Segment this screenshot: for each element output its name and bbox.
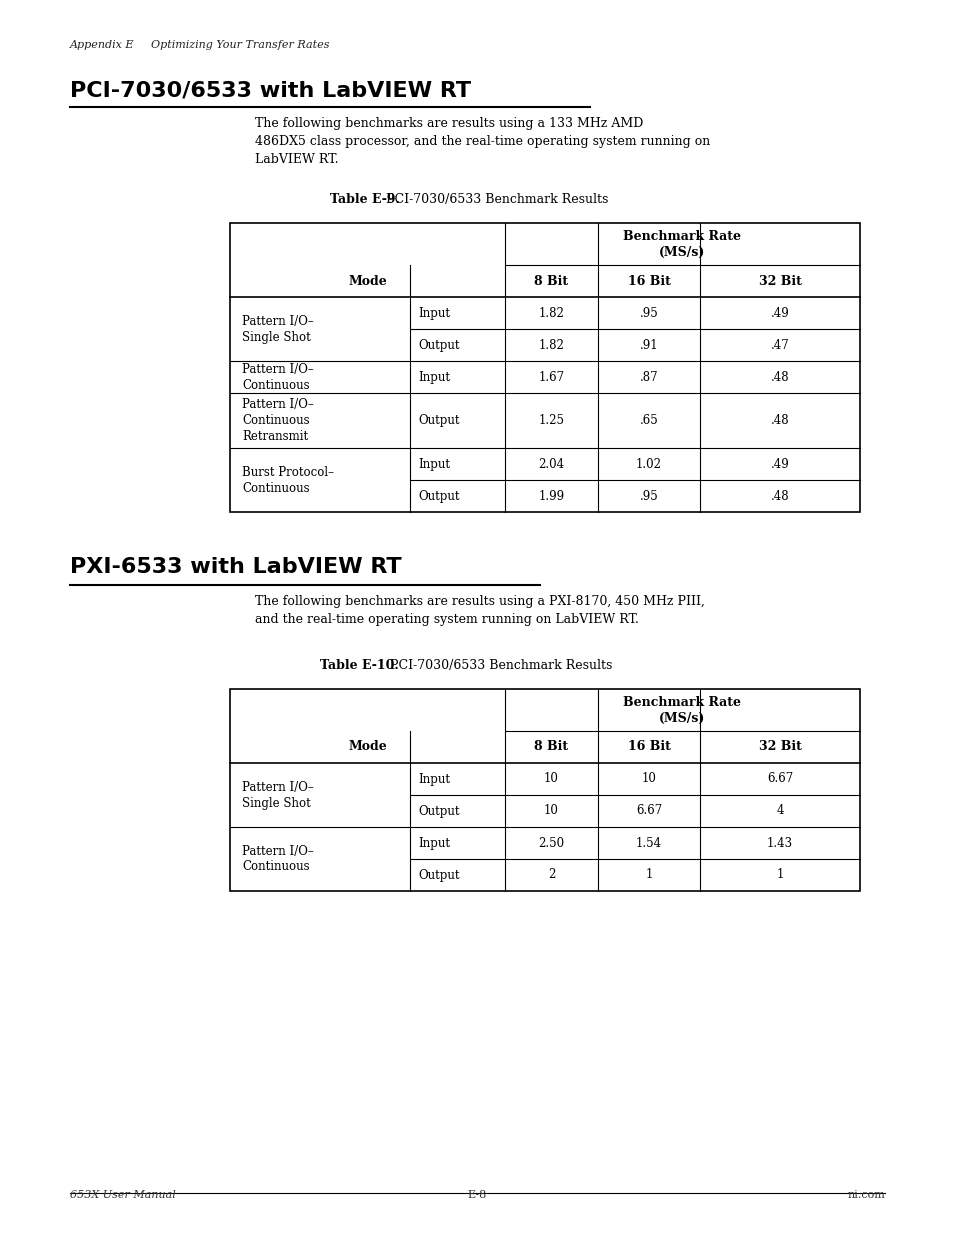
Text: .95: .95 <box>639 306 658 320</box>
Text: The following benchmarks are results using a PXI-8170, 450 MHz PIII,
and the rea: The following benchmarks are results usi… <box>254 595 704 626</box>
Text: PCI-7030/6533 Benchmark Results: PCI-7030/6533 Benchmark Results <box>377 193 608 206</box>
Text: 8 Bit: 8 Bit <box>534 741 568 753</box>
Text: Pattern I/O–
Single Shot: Pattern I/O– Single Shot <box>242 315 314 343</box>
Text: 32 Bit: 32 Bit <box>758 741 801 753</box>
Text: Benchmark Rate
(MS/s): Benchmark Rate (MS/s) <box>623 230 740 258</box>
Bar <box>230 224 859 513</box>
Text: 1: 1 <box>644 868 652 882</box>
Text: 1.82: 1.82 <box>538 306 564 320</box>
Text: 10: 10 <box>640 773 656 785</box>
Text: Table E-10.: Table E-10. <box>319 659 398 672</box>
Text: PXI-6533 with LabVIEW RT: PXI-6533 with LabVIEW RT <box>70 557 401 577</box>
Text: .91: .91 <box>639 338 658 352</box>
Text: Output: Output <box>417 414 459 427</box>
Text: Pattern I/O–
Continuous: Pattern I/O– Continuous <box>242 363 314 391</box>
Text: 8 Bit: 8 Bit <box>534 274 568 288</box>
Text: Input: Input <box>417 836 450 850</box>
Text: .48: .48 <box>770 414 788 427</box>
Text: 1.02: 1.02 <box>636 457 661 471</box>
Text: Burst Protocol–
Continuous: Burst Protocol– Continuous <box>242 466 334 494</box>
Text: Output: Output <box>417 804 459 818</box>
Text: 10: 10 <box>543 773 558 785</box>
Text: .95: .95 <box>639 489 658 503</box>
Text: Benchmark Rate
(MS/s): Benchmark Rate (MS/s) <box>623 695 740 725</box>
Text: Output: Output <box>417 338 459 352</box>
Text: Pattern I/O–
Continuous: Pattern I/O– Continuous <box>242 845 314 873</box>
Text: 653X User Manual: 653X User Manual <box>70 1191 175 1200</box>
Text: Output: Output <box>417 489 459 503</box>
Text: 1: 1 <box>776 868 782 882</box>
Text: 1.99: 1.99 <box>537 489 564 503</box>
Text: 1.82: 1.82 <box>538 338 564 352</box>
Text: 2: 2 <box>547 868 555 882</box>
Text: Input: Input <box>417 370 450 384</box>
Text: ni.com: ni.com <box>846 1191 884 1200</box>
Text: 6.67: 6.67 <box>636 804 661 818</box>
Text: 1.54: 1.54 <box>636 836 661 850</box>
Text: .48: .48 <box>770 489 788 503</box>
Bar <box>230 689 859 890</box>
Text: 2.04: 2.04 <box>537 457 564 471</box>
Text: Input: Input <box>417 457 450 471</box>
Text: E-8: E-8 <box>467 1191 486 1200</box>
Text: 1.43: 1.43 <box>766 836 792 850</box>
Text: Mode: Mode <box>348 274 387 288</box>
Text: .65: .65 <box>639 414 658 427</box>
Text: The following benchmarks are results using a 133 MHz AMD
486DX5 class processor,: The following benchmarks are results usi… <box>254 117 709 165</box>
Text: 2.50: 2.50 <box>537 836 564 850</box>
Text: 16 Bit: 16 Bit <box>627 274 670 288</box>
Text: Pattern I/O–
Continuous
Retransmit: Pattern I/O– Continuous Retransmit <box>242 398 314 443</box>
Text: 10: 10 <box>543 804 558 818</box>
Text: Pattern I/O–
Single Shot: Pattern I/O– Single Shot <box>242 781 314 809</box>
Text: .48: .48 <box>770 370 788 384</box>
Text: 4: 4 <box>776 804 783 818</box>
Text: Table E-9.: Table E-9. <box>330 193 399 206</box>
Text: Input: Input <box>417 773 450 785</box>
Text: .87: .87 <box>639 370 658 384</box>
Text: 1.67: 1.67 <box>537 370 564 384</box>
Text: .49: .49 <box>770 457 788 471</box>
Text: Mode: Mode <box>348 741 387 753</box>
Text: PCI-7030/6533 Benchmark Results: PCI-7030/6533 Benchmark Results <box>381 659 612 672</box>
Text: 6.67: 6.67 <box>766 773 792 785</box>
Text: .49: .49 <box>770 306 788 320</box>
Text: Output: Output <box>417 868 459 882</box>
Text: 16 Bit: 16 Bit <box>627 741 670 753</box>
Text: PCI-7030/6533 with LabVIEW RT: PCI-7030/6533 with LabVIEW RT <box>70 80 471 100</box>
Text: 1.25: 1.25 <box>537 414 564 427</box>
Text: .47: .47 <box>770 338 788 352</box>
Text: Input: Input <box>417 306 450 320</box>
Text: Appendix E     Optimizing Your Transfer Rates: Appendix E Optimizing Your Transfer Rate… <box>70 40 330 49</box>
Text: 32 Bit: 32 Bit <box>758 274 801 288</box>
